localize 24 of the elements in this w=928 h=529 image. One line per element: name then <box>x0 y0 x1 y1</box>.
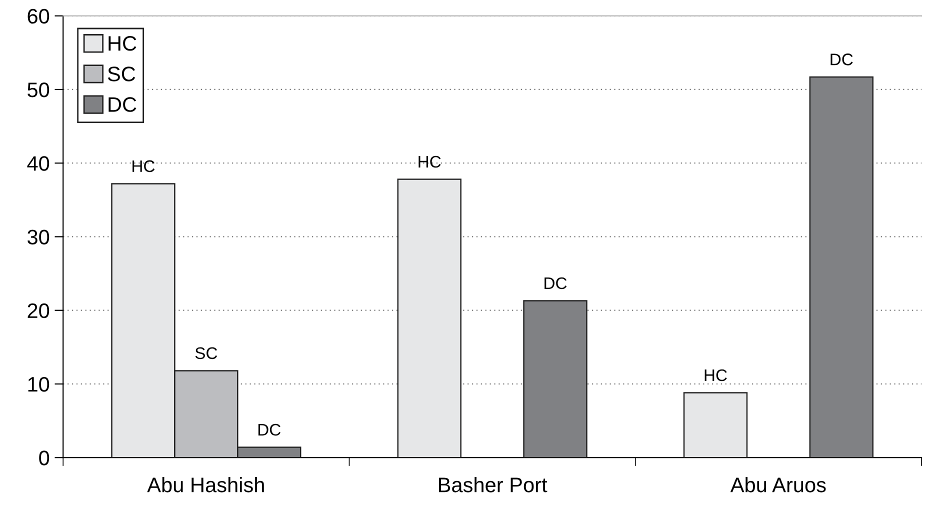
data-label: SC <box>195 347 218 360</box>
data-label: HC <box>418 156 441 168</box>
x-tick-label: Abu Hashish <box>147 477 264 492</box>
bar <box>397 178 462 458</box>
data-label: HC <box>132 160 155 172</box>
y-tick-label: 10 <box>28 376 50 392</box>
data-label: DC <box>544 277 567 290</box>
data-label: DC <box>830 54 853 66</box>
bar <box>809 76 874 458</box>
x-tick-label: Abu Aruos <box>730 477 826 492</box>
legend-label: HC <box>108 36 136 51</box>
y-tick-label: 40 <box>27 156 50 171</box>
y-tick-label: 0 <box>39 450 50 466</box>
y-tick-label: 30 <box>28 230 50 244</box>
y-tick-label: 60 <box>28 8 50 24</box>
legend-label: DC <box>108 97 136 112</box>
bar <box>523 300 588 458</box>
x-tick-label: Basher Port <box>439 477 548 492</box>
data-label: HC <box>704 369 727 382</box>
legend-label: SC <box>108 66 136 82</box>
y-tick-label: 50 <box>28 82 50 98</box>
y-tick-label: 20 <box>28 303 50 318</box>
bar <box>683 392 748 458</box>
data-label: DC <box>258 424 281 436</box>
